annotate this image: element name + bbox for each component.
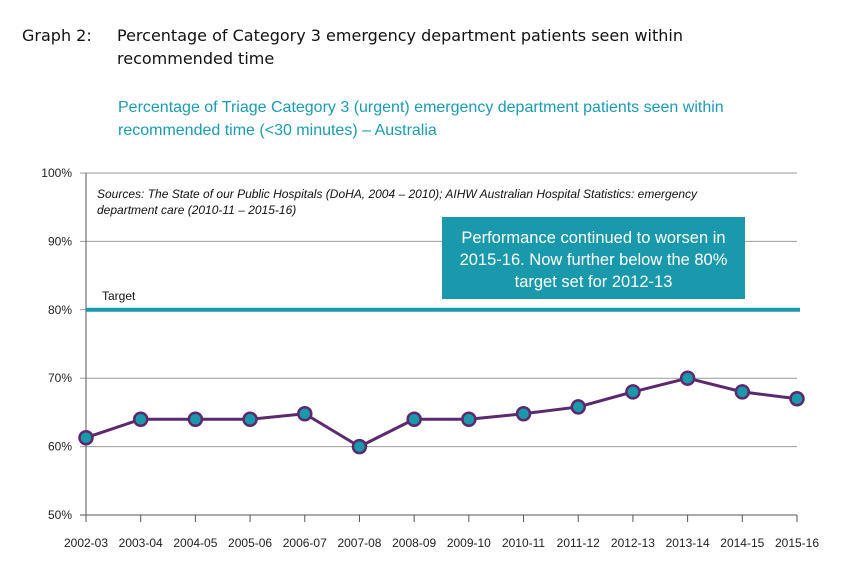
x-tick-label: 2004-05 [173, 536, 217, 550]
x-tick-label: 2012-13 [611, 536, 655, 550]
data-point [570, 399, 586, 415]
data-point [78, 429, 94, 446]
y-tick-label: 100% [41, 166, 72, 180]
data-point [734, 384, 751, 400]
y-tick-label: 80% [48, 303, 72, 317]
data-point [297, 406, 313, 422]
x-tick-label: 2006-07 [283, 536, 327, 550]
y-tick-label: 60% [48, 440, 72, 454]
data-point [461, 411, 477, 427]
data-point [679, 370, 696, 386]
x-tick-label: 2009-10 [447, 536, 491, 550]
x-tick-label: 2015-16 [775, 536, 819, 550]
callout-box: Performance continued to worsen in 2015-… [442, 217, 745, 299]
data-point [242, 411, 258, 427]
chart-subtitle: Percentage of Triage Category 3 (urgent)… [118, 99, 724, 139]
sources-note: Sources: The State of our Public Hospita… [97, 187, 698, 217]
series-layer [78, 370, 805, 455]
data-point [406, 411, 422, 427]
x-tick-label: 2003-04 [119, 536, 163, 550]
target-label: Target [102, 289, 136, 303]
data-point [789, 390, 805, 407]
x-tick-label: 2005-06 [228, 536, 272, 550]
tick-labels: 50% 60% 70% 80% 90% 100% 2002-03 2003-04 2004-05… [41, 166, 819, 550]
x-tick-label: 2007-08 [337, 536, 381, 550]
axes [80, 173, 798, 522]
data-point [515, 406, 532, 422]
y-tick-label: 70% [48, 371, 72, 385]
x-tick-label: 2008-09 [392, 536, 436, 550]
x-tick-label: 2014-15 [720, 536, 764, 550]
y-tick-label: 90% [48, 234, 72, 248]
data-point [625, 384, 641, 400]
series-line [85, 376, 798, 449]
x-tick-label: 2011-12 [557, 536, 600, 550]
x-tick-label: 2002-03 [64, 536, 108, 550]
graph-title: Percentage of Category 3 emergency depar… [117, 26, 683, 68]
y-tick-label: 50% [48, 508, 72, 522]
data-point [187, 411, 204, 427]
x-tick-label: 2010-11 [502, 536, 545, 550]
graph-number: Graph 2: [22, 26, 92, 45]
data-point [132, 411, 149, 427]
x-tick-label: 2013-14 [666, 536, 710, 550]
data-point [351, 438, 368, 455]
